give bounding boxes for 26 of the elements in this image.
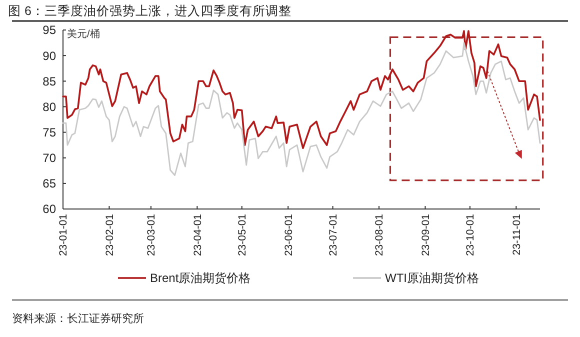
x-tick-label: 23-04-01 bbox=[192, 214, 204, 256]
x-tick-label: 23-06-01 bbox=[282, 214, 295, 256]
line-series bbox=[62, 42, 541, 176]
y-tick-label: 60 bbox=[42, 202, 56, 216]
x-tick-label: 23-03-01 bbox=[146, 214, 158, 256]
x-tick-label: 23-09-01 bbox=[420, 214, 432, 256]
text: 资料来源：长江证券研究所 bbox=[12, 312, 144, 325]
y-tick-label: 95 bbox=[42, 23, 56, 38]
y-tick-label: 80 bbox=[42, 100, 56, 114]
chart-title: 图 6：三季度油价强势上涨，进入四季度有所调整 bbox=[8, 3, 292, 18]
y-tick-label: 65 bbox=[42, 176, 56, 191]
x-tick-label: 23-08-01 bbox=[374, 214, 386, 256]
x-tick-label: 23-05-01 bbox=[236, 214, 249, 256]
y-tick-label: 90 bbox=[42, 48, 56, 63]
x-tick-label: 23-02-01 bbox=[104, 214, 116, 256]
y-tick-label: 70 bbox=[42, 151, 56, 166]
legend-label: WTI原油期货价格 bbox=[385, 271, 479, 286]
y-tick-label: 85 bbox=[42, 74, 56, 88]
legend-label: Brent原油期货价格 bbox=[150, 271, 251, 286]
x-tick-label: 23-01-01 bbox=[58, 214, 70, 256]
y-axis-title: 美元/桶 bbox=[67, 28, 100, 40]
y-tick-label: 75 bbox=[42, 125, 56, 140]
x-tick-label: 23-07-01 bbox=[327, 214, 340, 256]
line-series bbox=[62, 30, 541, 150]
x-tick-label: 23-11-01 bbox=[510, 214, 523, 256]
x-tick-label: 23-10-01 bbox=[464, 214, 477, 256]
